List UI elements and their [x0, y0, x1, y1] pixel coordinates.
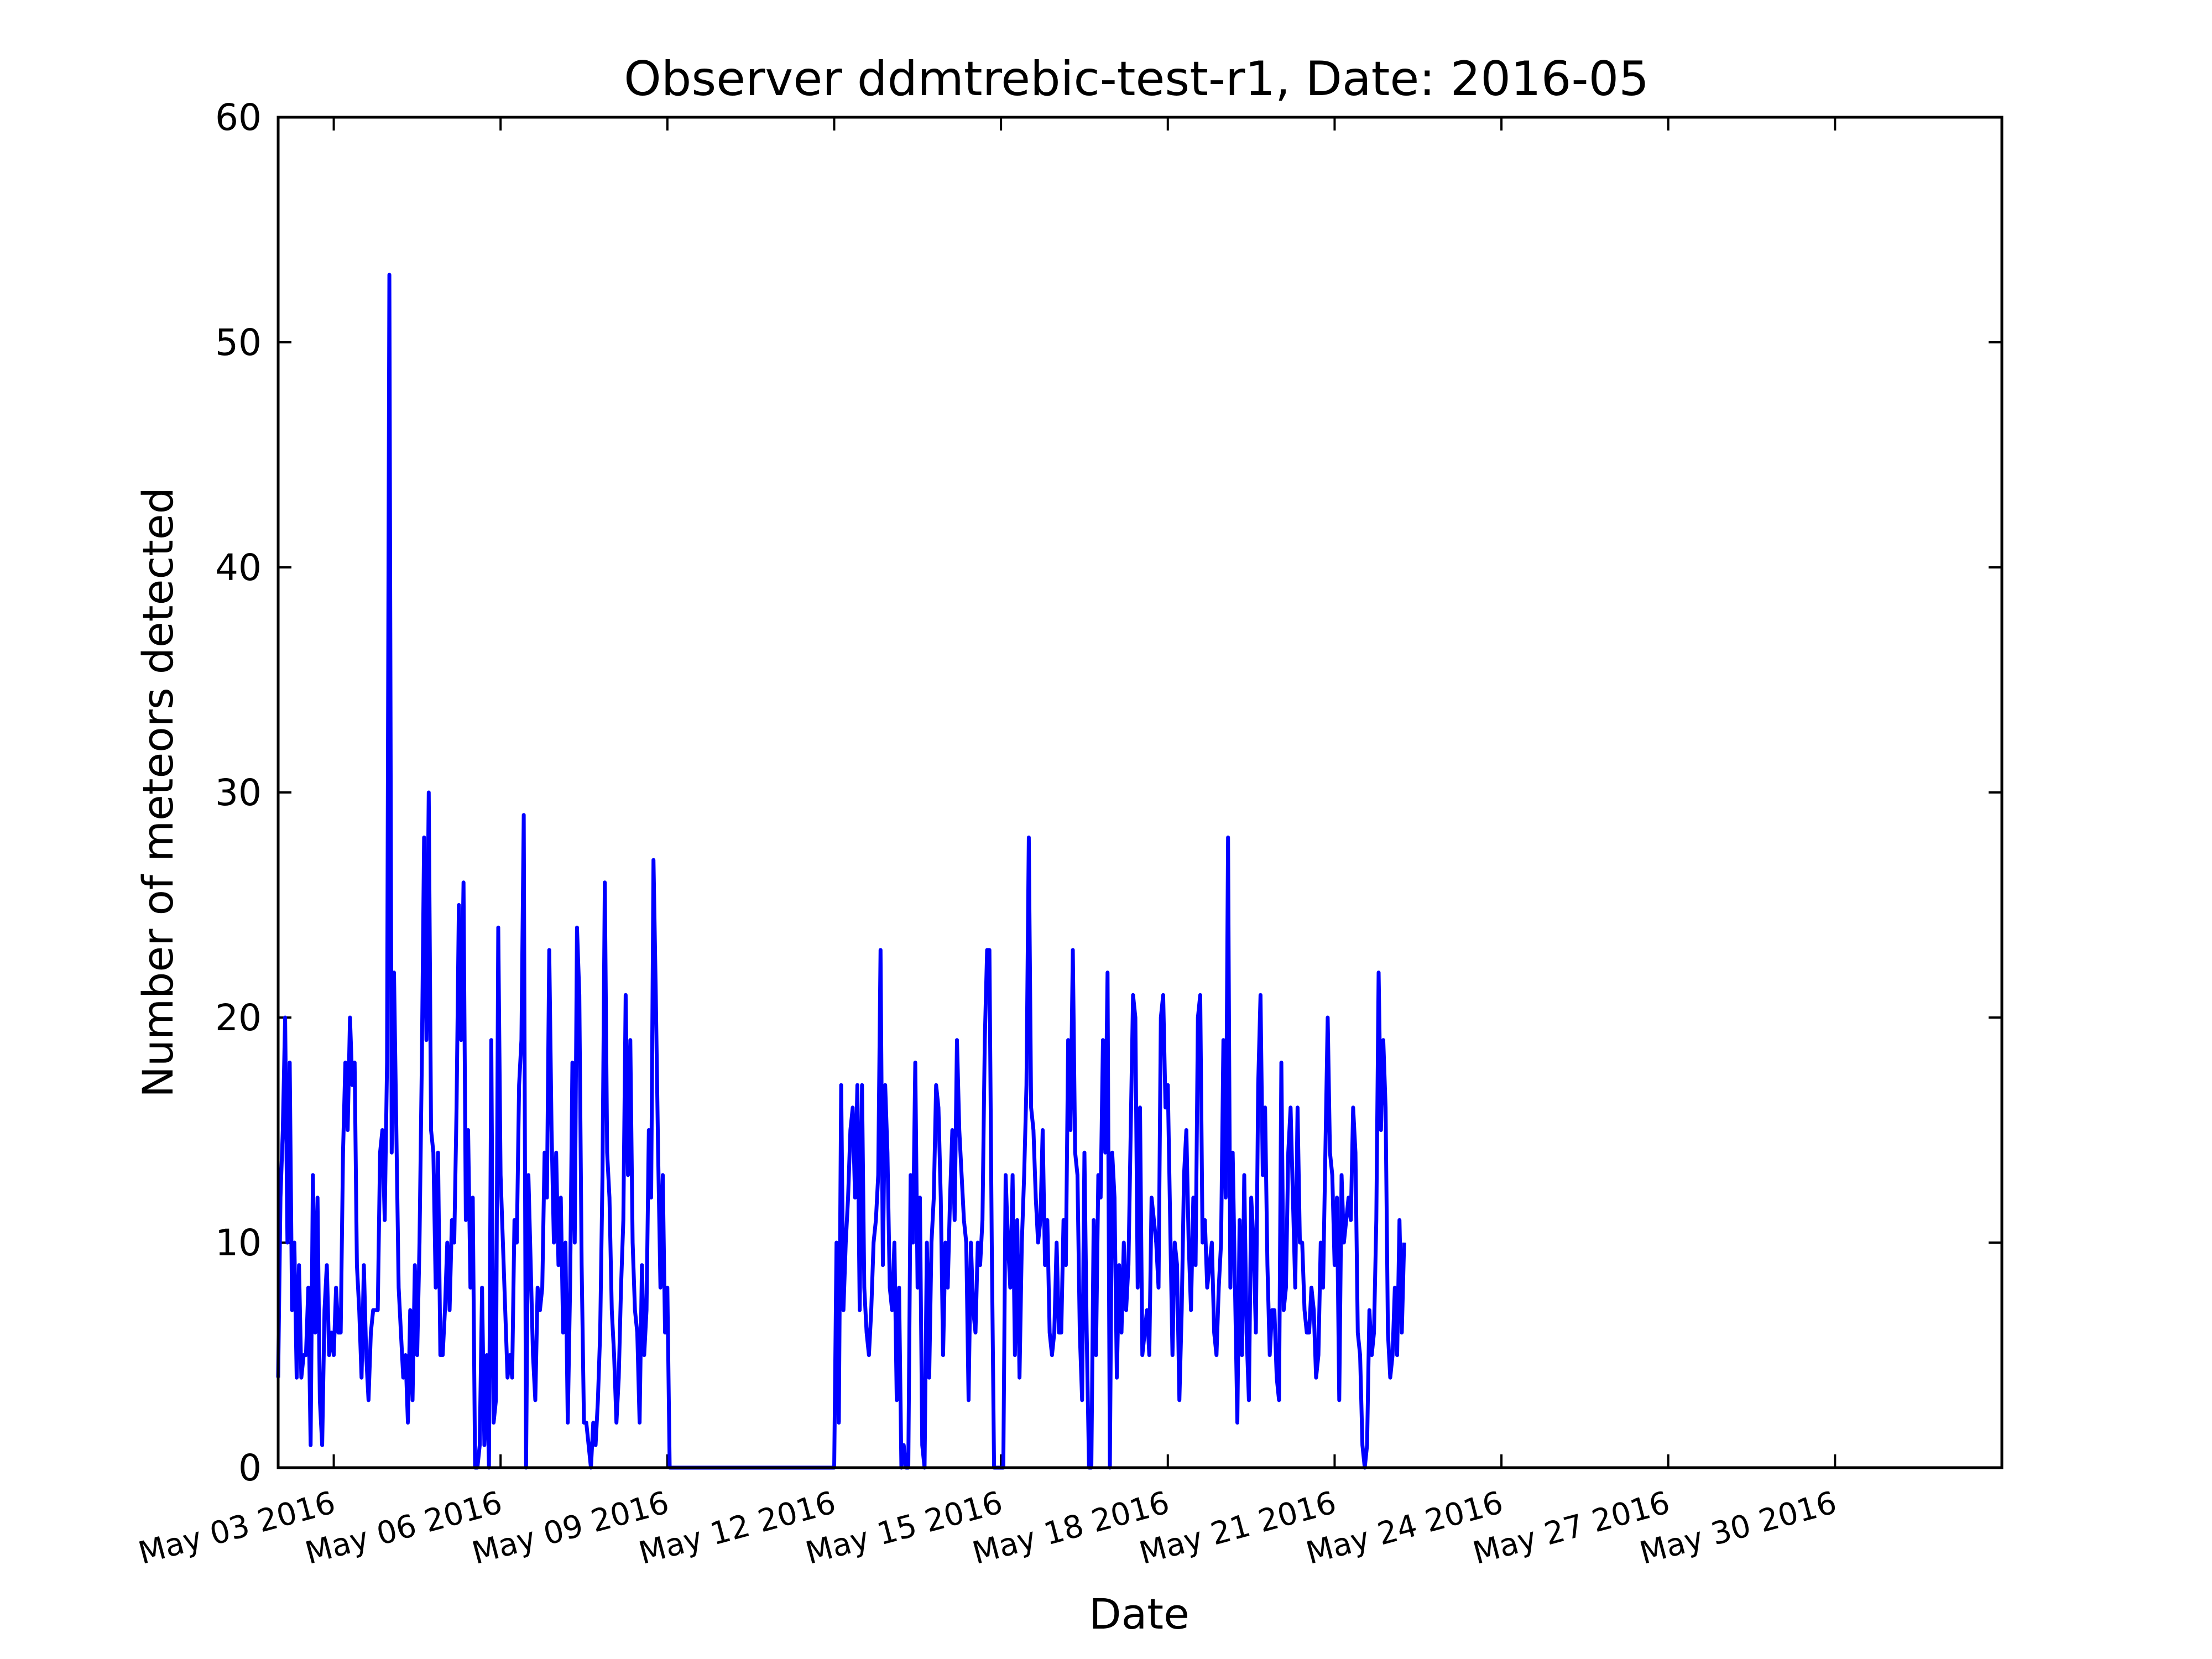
plot-area-frame: [276, 116, 2004, 1469]
y-tick-label: 10: [215, 1222, 262, 1264]
y-tick-label: 30: [215, 771, 262, 814]
y-tick-label: 40: [215, 546, 262, 589]
y-tick-label: 0: [238, 1447, 262, 1489]
chart-title: Observer ddmtrebic-test-r1, Date: 2016-0…: [624, 51, 1649, 107]
y-axis-ticks: 0 10 20 30 40 50 60: [215, 96, 2002, 1489]
y-tick-label: 20: [215, 997, 262, 1039]
y-tick-label: 50: [215, 321, 262, 364]
y-tick-label: 60: [215, 96, 262, 139]
y-axis-label: Number of meteors detected: [133, 487, 182, 1098]
meteor-count-series-line: [276, 273, 1406, 1470]
x-axis-label: Date: [1089, 1589, 1190, 1639]
